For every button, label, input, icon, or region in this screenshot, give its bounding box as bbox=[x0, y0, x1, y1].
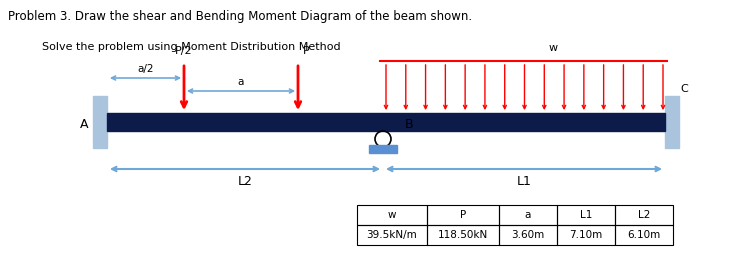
Text: a: a bbox=[525, 210, 531, 220]
Text: w: w bbox=[388, 210, 396, 220]
Bar bbox=[615, 205, 673, 225]
Text: 3.60m: 3.60m bbox=[511, 230, 545, 240]
Text: P/2: P/2 bbox=[175, 46, 193, 56]
Bar bbox=[427, 225, 499, 245]
Text: Solve the problem using Moment Distribution Method: Solve the problem using Moment Distribut… bbox=[42, 42, 341, 52]
Bar bbox=[557, 225, 615, 245]
Bar bbox=[427, 205, 499, 225]
Bar bbox=[615, 225, 673, 245]
Text: B: B bbox=[405, 117, 414, 130]
Text: A: A bbox=[80, 117, 88, 130]
Text: P: P bbox=[460, 210, 466, 220]
Bar bbox=[357, 205, 427, 225]
Text: P: P bbox=[303, 46, 310, 56]
Text: Problem 3. Draw the shear and Bending Moment Diagram of the beam shown.: Problem 3. Draw the shear and Bending Mo… bbox=[8, 10, 472, 23]
Text: C: C bbox=[680, 84, 688, 94]
Text: L2: L2 bbox=[638, 210, 650, 220]
Bar bbox=[357, 225, 427, 245]
Text: 7.10m: 7.10m bbox=[569, 230, 602, 240]
Text: 39.5kN/m: 39.5kN/m bbox=[367, 230, 418, 240]
Text: 6.10m: 6.10m bbox=[627, 230, 661, 240]
Bar bbox=[557, 205, 615, 225]
Bar bbox=[499, 225, 557, 245]
Text: 118.50kN: 118.50kN bbox=[438, 230, 488, 240]
Bar bbox=[665, 96, 679, 148]
Bar bbox=[369, 145, 397, 153]
Text: L1: L1 bbox=[517, 175, 531, 188]
Text: w: w bbox=[549, 43, 558, 53]
Bar bbox=[107, 113, 665, 131]
Text: L2: L2 bbox=[237, 175, 253, 188]
Bar bbox=[499, 205, 557, 225]
Bar bbox=[93, 96, 107, 148]
Text: L1: L1 bbox=[580, 210, 592, 220]
Text: a: a bbox=[238, 77, 244, 87]
Text: a/2: a/2 bbox=[137, 64, 154, 74]
